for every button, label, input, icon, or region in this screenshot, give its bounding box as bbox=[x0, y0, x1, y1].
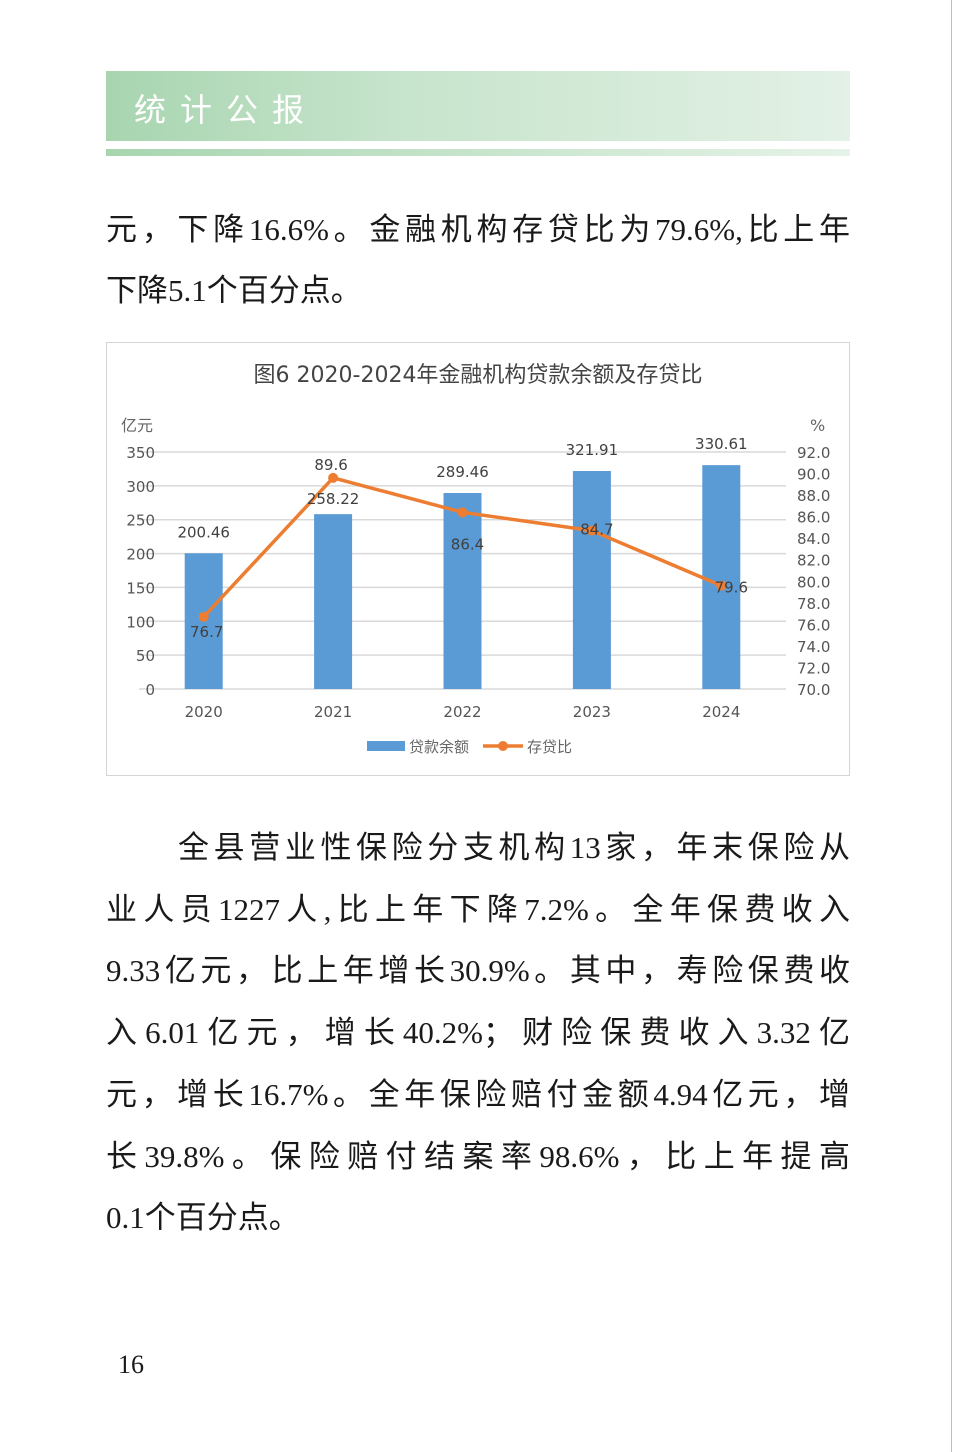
banner-title: 统计公报 bbox=[134, 91, 319, 129]
bar-value-label: 258.22 bbox=[307, 490, 360, 508]
right-tick-label: 78.0 bbox=[797, 595, 830, 613]
legend-line-label: 存贷比 bbox=[527, 738, 572, 756]
bar-2023 bbox=[572, 471, 611, 689]
left-tick-label: 0 bbox=[145, 681, 155, 699]
loan-chart: 图6 2020-2024年金融机构贷款余额及存贷比亿元% 0 50 100 150 200… bbox=[106, 342, 850, 776]
right-tick-label: 76.0 bbox=[797, 616, 830, 634]
line-value-label: 76.7 bbox=[190, 623, 223, 641]
line-value-label: 86.4 bbox=[451, 535, 484, 553]
legend-bar-label: 贷款余额 bbox=[409, 738, 469, 756]
x-tick-label: 2022 bbox=[443, 703, 481, 721]
legend-bar-swatch bbox=[367, 741, 405, 751]
right-tick-label: 82.0 bbox=[797, 552, 830, 570]
ratio-point-2021 bbox=[328, 472, 339, 483]
left-tick-label: 300 bbox=[126, 478, 155, 496]
right-tick-label: 84.0 bbox=[797, 530, 830, 548]
paragraph-line: 下降5.1个百分点。 bbox=[106, 273, 362, 308]
bar-2021 bbox=[314, 514, 353, 689]
right-tick-label: 86.0 bbox=[797, 509, 830, 527]
right-tick-label: 70.0 bbox=[797, 681, 830, 699]
right-tick-label: 80.0 bbox=[797, 573, 830, 591]
chart-title: 图6 2020-2024年金融机构贷款余额及存贷比 bbox=[254, 363, 703, 388]
line-value-label: 84.7 bbox=[580, 521, 613, 539]
banner-divider bbox=[106, 149, 850, 156]
left-axis-unit: 亿元 bbox=[121, 416, 153, 435]
paragraph-line: 业人员1227人,比上年下降7.2%。全年保费收入 bbox=[106, 892, 850, 927]
section-banner: 统计公报 bbox=[106, 71, 850, 141]
left-tick-label: 100 bbox=[126, 613, 155, 631]
paragraph-line: 全县营业性保险分支机构13家，年末保险从 bbox=[178, 830, 850, 865]
legend-line-marker bbox=[498, 741, 508, 751]
x-tick-label: 2023 bbox=[573, 703, 611, 721]
ratio-point-2024 bbox=[716, 580, 727, 591]
left-tick-label: 250 bbox=[126, 512, 155, 530]
paragraph-line: 长39.8%。保险赔付结案率98.6%，比上年提高 bbox=[106, 1139, 850, 1174]
x-tick-label: 2024 bbox=[702, 703, 740, 721]
paragraph-line: 元，下降16.6%。金融机构存贷比为79.6%,比上年 bbox=[106, 212, 850, 247]
bar-value-label: 321.91 bbox=[566, 441, 619, 459]
line-value-label: 89.6 bbox=[314, 456, 347, 474]
bar-value-label: 289.46 bbox=[436, 463, 489, 481]
right-tick-label: 92.0 bbox=[797, 444, 830, 462]
paragraph-line: 9.33亿元，比上年增长30.9%。其中，寿险保费收 bbox=[106, 953, 850, 988]
right-tick-label: 90.0 bbox=[797, 466, 830, 484]
right-axis-unit: % bbox=[810, 416, 825, 435]
bar-value-label: 330.61 bbox=[695, 435, 748, 453]
right-tick-label: 88.0 bbox=[797, 487, 830, 505]
page-edge bbox=[951, 0, 952, 1452]
ratio-point-2022 bbox=[457, 507, 468, 518]
left-tick-label: 150 bbox=[126, 579, 155, 597]
left-tick-label: 350 bbox=[126, 444, 155, 462]
page-number: 16 bbox=[118, 1350, 144, 1379]
paragraph-line: 入6.01亿元，增长40.2%；财险保费收入3.32亿 bbox=[106, 1015, 850, 1050]
paragraph-line: 0.1个百分点。 bbox=[106, 1200, 300, 1235]
bar-2022 bbox=[443, 492, 482, 689]
x-tick-label: 2020 bbox=[185, 703, 223, 721]
right-tick-label: 74.0 bbox=[797, 638, 830, 656]
ratio-point-2023 bbox=[586, 525, 597, 536]
paragraph-line: 元，增长16.7%。全年保险赔付金额4.94亿元，增 bbox=[106, 1077, 850, 1112]
bar-value-label: 200.46 bbox=[177, 523, 230, 541]
bar-2024 bbox=[702, 465, 741, 689]
left-tick-label: 200 bbox=[126, 546, 155, 564]
line-value-label: 79.6 bbox=[715, 579, 748, 597]
right-tick-label: 72.0 bbox=[797, 659, 830, 677]
ratio-point-2020 bbox=[198, 611, 209, 622]
left-tick-label: 50 bbox=[136, 647, 155, 665]
x-tick-label: 2021 bbox=[314, 703, 352, 721]
